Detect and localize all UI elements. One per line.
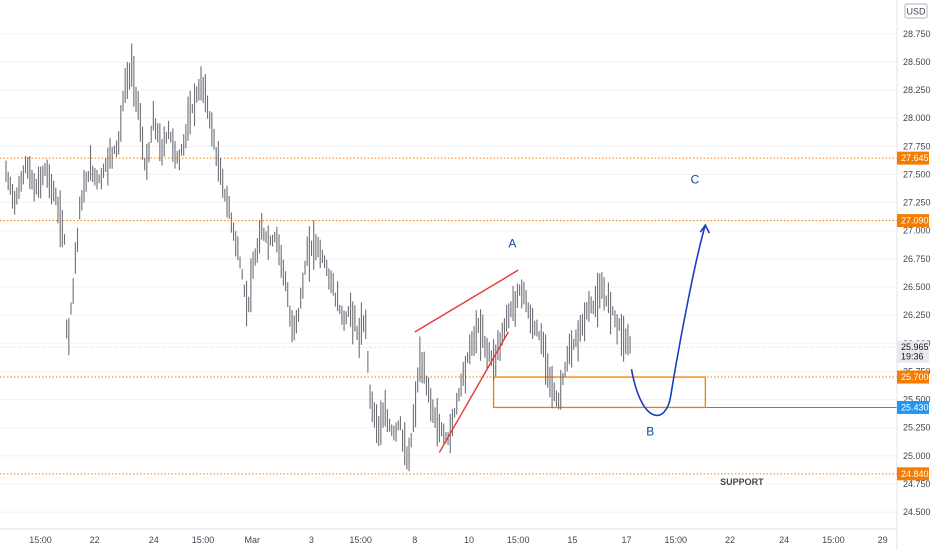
time-tick-label: 10 xyxy=(464,535,474,545)
wedge-lower-line[interactable] xyxy=(438,331,509,453)
time-tick-label: 15:00 xyxy=(29,535,52,545)
price-tick-label: 26.750 xyxy=(903,254,931,264)
time-tick-label: 22 xyxy=(90,535,100,545)
price-tick-label: 26.250 xyxy=(903,310,931,320)
projection-curve[interactable] xyxy=(630,224,707,417)
price-level-label: 27.090 xyxy=(901,216,929,226)
time-axis[interactable]: 15:00 22 24 15:00 Mar 3 15:00 8 10 15:00 15 17 15:00… xyxy=(29,535,887,545)
time-tick-label: 17 xyxy=(622,535,632,545)
price-tick-label: 25.500 xyxy=(903,395,931,405)
time-tick-label: 29 xyxy=(878,535,888,545)
annotation-label: B xyxy=(646,425,654,439)
time-tick-label: 15:00 xyxy=(349,535,372,545)
time-tick-label: 3 xyxy=(309,535,314,545)
price-tick-label: 28.000 xyxy=(903,113,931,123)
wedge-upper-line[interactable] xyxy=(414,269,519,333)
price-tick-label: 26.500 xyxy=(903,282,931,292)
price-level-badge xyxy=(897,370,929,384)
last-price-badge xyxy=(897,340,929,363)
price-tick-label: 25.250 xyxy=(903,423,931,433)
price-level-badge xyxy=(897,400,929,414)
last-price-label: 25.965 xyxy=(901,342,929,352)
price-tick-label: 27.750 xyxy=(903,141,931,151)
price-level-label: 27.645 xyxy=(901,153,929,163)
price-level-badge xyxy=(897,467,929,481)
horizontal-gridlines xyxy=(0,33,897,513)
price-level-label: 25.700 xyxy=(901,372,929,382)
support-zone xyxy=(492,376,707,409)
time-tick-label: 24 xyxy=(149,535,159,545)
price-level-badge xyxy=(897,151,929,165)
price-level-label: 25.430 xyxy=(901,402,929,412)
price-tick-label: 27.500 xyxy=(903,169,931,179)
price-tick-label: 25.000 xyxy=(903,451,931,461)
time-tick-label: 15:00 xyxy=(192,535,215,545)
time-tick-label: 15 xyxy=(567,535,577,545)
price-levels xyxy=(0,157,897,475)
time-tick-label: 24 xyxy=(779,535,789,545)
drawings xyxy=(414,223,711,453)
annotation-label: C xyxy=(691,172,700,186)
time-tick-label: 15:00 xyxy=(507,535,530,545)
price-tick-label: 24.500 xyxy=(903,507,931,517)
annotations: A B C SUPPORT xyxy=(508,172,764,487)
price-axis[interactable]: 24.50024.75025.00025.25025.50025.75026.0… xyxy=(903,29,931,517)
price-tick-label: 28.500 xyxy=(903,57,931,67)
currency-label: USD xyxy=(904,3,928,19)
price-level-label: 24.840 xyxy=(901,469,929,479)
annotation-label: SUPPORT xyxy=(720,477,764,487)
support-zone-rect[interactable] xyxy=(492,376,707,409)
currency-text: USD xyxy=(906,7,926,17)
time-tick-label: 15:00 xyxy=(665,535,688,545)
time-tick-label: 15:00 xyxy=(822,535,845,545)
projection-arrowhead xyxy=(699,223,711,234)
price-tick-label: 24.750 xyxy=(903,479,931,489)
price-badges: 27.645 27.090 25.700 24.840 25.430 25.96519:3… xyxy=(897,151,929,481)
price-tick-label: 28.750 xyxy=(903,29,931,39)
time-tick-label: 8 xyxy=(412,535,417,545)
price-tick-label: 28.250 xyxy=(903,85,931,95)
price-tick-label: 27.250 xyxy=(903,198,931,208)
price-level-badge xyxy=(897,214,929,228)
annotation-label: A xyxy=(508,237,516,251)
price-tick-label: 27.000 xyxy=(903,226,931,236)
price-series xyxy=(5,43,631,472)
time-tick-label: Mar xyxy=(245,535,261,545)
countdown-label: 19:36 xyxy=(901,352,924,362)
time-tick-label: 22 xyxy=(725,535,735,545)
